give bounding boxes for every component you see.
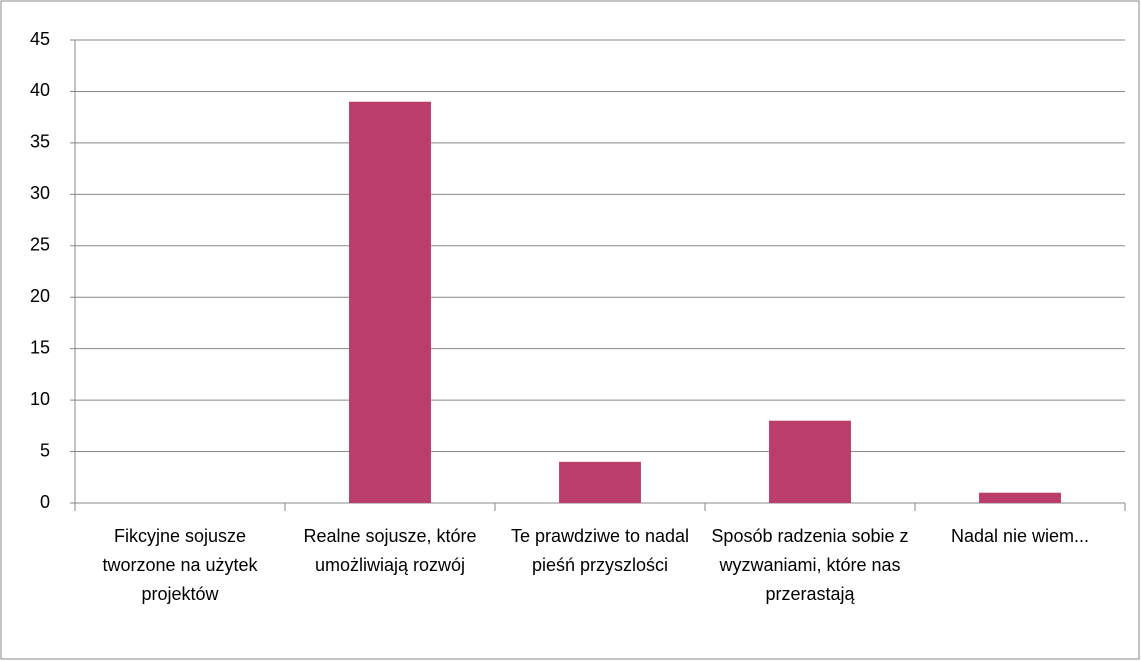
x-tick-label: Fikcyjne sojusze tworzone na użytek proj… [102,526,258,604]
x-tick-label: Sposób radzenia sobie z wyzwaniami, któr… [711,526,909,604]
y-tick-label: 10 [30,389,50,409]
x-tick-label: Nadal nie wiem... [950,526,1090,546]
x-tick-label: Te prawdziwe to nadal pieśń przyszlości [510,526,690,575]
y-tick-label: 45 [30,29,50,49]
bar [349,101,431,503]
bar [559,461,641,503]
y-tick-label: 20 [30,286,50,306]
y-tick-label: 30 [30,183,50,203]
y-tick-label: 25 [30,235,50,255]
x-tick-label: Realne sojusze, które umożliwiają rozwój [303,526,477,575]
y-tick-label: 40 [30,80,50,100]
y-tick-label: 5 [40,440,50,460]
y-tick-label: 15 [30,337,50,357]
bar [979,492,1061,503]
y-tick-label: 35 [30,132,50,152]
y-tick-label: 0 [40,492,50,512]
bar [769,420,851,503]
